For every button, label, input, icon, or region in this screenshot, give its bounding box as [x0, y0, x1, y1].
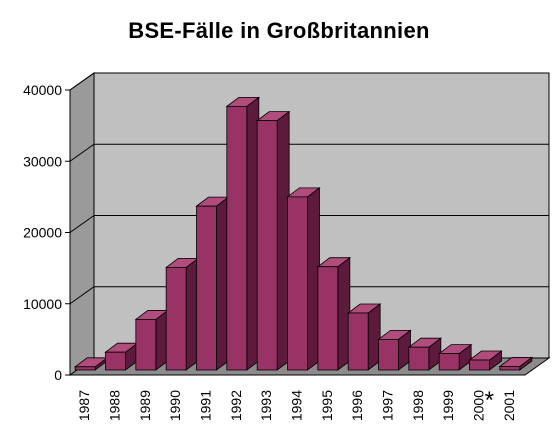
axes [65, 89, 525, 376]
y-tick-label: 40000 [23, 82, 62, 98]
bar-front [378, 338, 399, 371]
bar-front [317, 266, 339, 371]
bar [164, 257, 200, 371]
y-tick-label: 20000 [23, 225, 62, 241]
annotation-asterisk: * [485, 387, 494, 414]
bar-front [287, 196, 308, 371]
bar [104, 342, 139, 371]
bar-front [135, 319, 157, 371]
gridlines [69, 72, 549, 305]
x-tick-label: 1987 [76, 390, 92, 421]
bar [346, 303, 382, 371]
y-tick-label: 0 [54, 367, 62, 383]
bar [498, 356, 534, 371]
x-tick-label: 1991 [198, 390, 214, 421]
y-tick-label: 30000 [23, 153, 62, 169]
gridline [69, 286, 549, 305]
gridline [69, 215, 549, 233]
x-tick-label: 1995 [319, 390, 335, 421]
bar-front [105, 351, 126, 371]
bar-front [196, 205, 217, 371]
x-tick-label: 1988 [107, 390, 123, 421]
bar [377, 329, 412, 371]
annotations: * [485, 387, 494, 414]
bar-front [499, 366, 521, 371]
bar [316, 256, 352, 371]
bar [255, 110, 291, 371]
x-tick-label: 1992 [228, 390, 244, 421]
bar-front [347, 312, 369, 371]
y-tick-labels: 0 10000 20000 30000 40000 [23, 82, 62, 383]
x-tick-label: 1996 [349, 390, 365, 421]
bar [286, 187, 321, 371]
y-tick-label: 10000 [23, 296, 62, 312]
x-tick-label: 2000 [471, 390, 487, 421]
bar [225, 96, 261, 371]
bar [468, 350, 503, 371]
bar [134, 309, 170, 371]
gridline [69, 72, 549, 91]
x-tick-label: 1999 [440, 390, 456, 421]
x-tick-labels: 1987 1988 1989 1990 1991 1992 1993 1994 1995 1996… [76, 390, 517, 421]
x-tick-label: 1997 [380, 390, 396, 421]
bar-front [408, 346, 430, 371]
bar-front [165, 266, 187, 371]
bar [407, 337, 443, 371]
bar [195, 196, 230, 371]
x-tick-label: 1989 [137, 390, 153, 421]
gridline [69, 143, 549, 162]
bar-front [256, 120, 278, 371]
x-tick-label: 2001 [501, 390, 517, 421]
bar [437, 343, 473, 371]
x-tick-label: 1994 [289, 390, 305, 421]
bars [73, 96, 534, 371]
bar-front [226, 105, 248, 371]
x-tick-label: 1998 [410, 390, 426, 421]
x-tick-label: 1990 [167, 390, 183, 421]
bar-front [438, 353, 460, 371]
bar-front [469, 359, 490, 371]
chart-title: BSE-Fälle in Großbritannien [128, 18, 430, 43]
bar-front [74, 366, 96, 371]
x-tick-label: 1993 [258, 390, 274, 421]
